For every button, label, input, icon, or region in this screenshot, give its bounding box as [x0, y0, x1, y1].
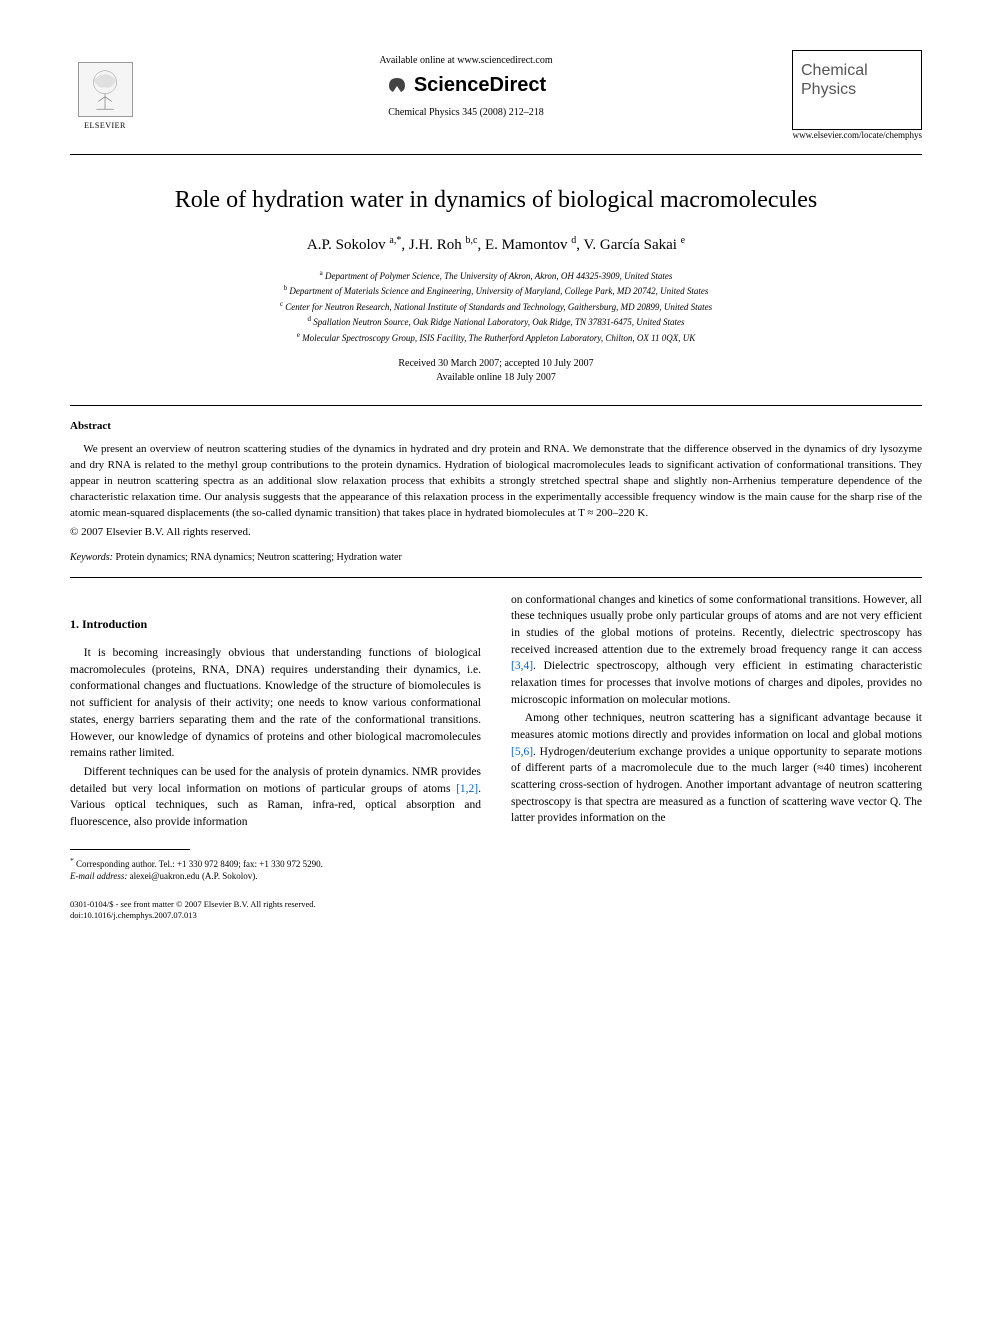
publisher-logo: ELSEVIER	[70, 50, 140, 130]
reference-link-3-4[interactable]: [3,4]	[511, 660, 533, 672]
intro-paragraph-2: Different techniques can be used for the…	[70, 764, 481, 831]
platform-name: ScienceDirect	[414, 74, 546, 97]
article-title: Role of hydration water in dynamics of b…	[70, 185, 922, 216]
p2c-text-a: on conformational changes and kinetics o…	[511, 594, 922, 656]
abstract-body: We present an overview of neutron scatte…	[70, 442, 922, 522]
abstract-bottom-rule	[70, 577, 922, 578]
abstract-copyright: © 2007 Elsevier B.V. All rights reserved…	[70, 526, 922, 538]
intro-paragraph-1: It is becoming increasingly obvious that…	[70, 645, 481, 762]
intro-paragraph-3: Among other techniques, neutron scatteri…	[511, 710, 922, 827]
journal-box-container: Chemical Physics www.elsevier.com/locate…	[792, 50, 922, 146]
keywords-text: Protein dynamics; RNA dynamics; Neutron …	[115, 552, 401, 563]
available-online-text: Available online at www.sciencedirect.co…	[150, 55, 782, 66]
sciencedirect-icon	[386, 75, 408, 97]
publisher-name: ELSEVIER	[84, 121, 126, 130]
doi-line: doi:10.1016/j.chemphys.2007.07.013	[70, 910, 481, 921]
abstract-label: Abstract	[70, 420, 922, 432]
column-right: on conformational changes and kinetics o…	[511, 592, 922, 921]
keywords: Keywords: Protein dynamics; RNA dynamics…	[70, 552, 922, 563]
p2c-text-b: . Dielectric spectroscopy, although very…	[511, 660, 922, 705]
article-dates: Received 30 March 2007; accepted 10 July…	[70, 357, 922, 385]
issn-line: 0301-0104/$ - see front matter © 2007 El…	[70, 899, 481, 910]
abstract-top-rule	[70, 405, 922, 406]
journal-name-line1: Chemical	[801, 61, 913, 80]
header-center: Available online at www.sciencedirect.co…	[140, 50, 792, 118]
keywords-label: Keywords:	[70, 552, 113, 563]
footnote-rule	[70, 849, 190, 850]
citation-text: Chemical Physics 345 (2008) 212–218	[150, 107, 782, 118]
authors-list: A.P. Sokolov a,*, J.H. Roh b,c, E. Mamon…	[70, 235, 922, 254]
journal-name-line2: Physics	[801, 80, 913, 99]
reference-link-5-6[interactable]: [5,6]	[511, 746, 533, 758]
corresponding-name: (A.P. Sokolov).	[202, 871, 258, 881]
p2-text-a: Different techniques can be used for the…	[70, 766, 481, 795]
journal-url: www.elsevier.com/locate/chemphys	[792, 130, 922, 140]
email-label: E-mail address:	[70, 871, 127, 881]
bottom-matter: 0301-0104/$ - see front matter © 2007 El…	[70, 899, 481, 921]
corresponding-line: Corresponding author. Tel.: +1 330 972 8…	[76, 859, 323, 869]
intro-paragraph-2-cont: on conformational changes and kinetics o…	[511, 592, 922, 709]
affiliations-list: a Department of Polymer Science, The Uni…	[70, 268, 922, 346]
section-1-heading: 1. Introduction	[70, 616, 481, 633]
page-header: ELSEVIER Available online at www.science…	[70, 50, 922, 146]
corresponding-author: * Corresponding author. Tel.: +1 330 972…	[70, 856, 481, 883]
corresponding-email[interactable]: alexei@uakron.edu	[130, 871, 200, 881]
column-left: 1. Introduction It is becoming increasin…	[70, 592, 481, 921]
body-columns: 1. Introduction It is becoming increasin…	[70, 592, 922, 921]
elsevier-tree-icon	[78, 62, 133, 117]
p3-text-b: . Hydrogen/deuterium exchange provides a…	[511, 746, 922, 825]
header-rule	[70, 154, 922, 155]
journal-box: Chemical Physics	[792, 50, 922, 130]
platform-brand: ScienceDirect	[150, 74, 782, 97]
p3-text-a: Among other techniques, neutron scatteri…	[511, 712, 922, 741]
available-date: Available online 18 July 2007	[70, 371, 922, 385]
received-accepted: Received 30 March 2007; accepted 10 July…	[70, 357, 922, 371]
reference-link-1-2[interactable]: [1,2]	[456, 783, 478, 795]
